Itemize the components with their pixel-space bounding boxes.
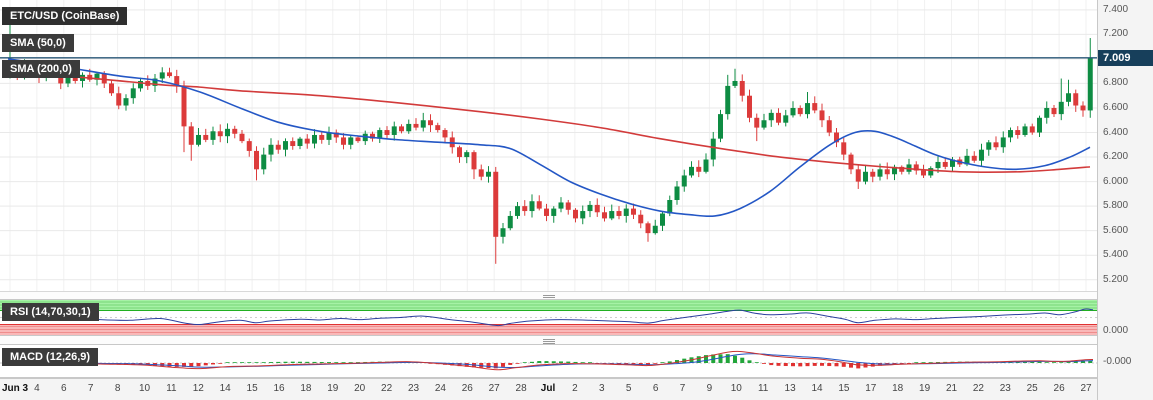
time-axis-label: 27	[1080, 383, 1092, 394]
time-axis-label: 10	[138, 383, 151, 394]
time-axis-label: 13	[784, 383, 796, 394]
grip-line	[543, 343, 555, 344]
grip-line	[543, 297, 555, 298]
time-axis-label: 6	[61, 383, 67, 394]
time-axis-label: 17	[865, 383, 877, 394]
time-axis-label: 14	[811, 383, 823, 394]
price-axis-label: 5.800	[1103, 200, 1129, 212]
price-axis-label: 6.400	[1103, 126, 1129, 138]
time-axis-label: 12	[192, 383, 204, 394]
price-axis-label: 6.600	[1103, 101, 1129, 113]
candlestick-chart-canvas[interactable]	[0, 0, 1097, 291]
time-axis-label: 18	[892, 383, 904, 394]
current-price-badge: 7.009	[1098, 49, 1153, 66]
time-axis-label: Jun 3	[2, 383, 29, 394]
price-axis-label: 5.200	[1103, 273, 1129, 285]
time-axis-label: 4	[34, 383, 40, 394]
grip-line	[543, 295, 555, 296]
time-axis-label: 27	[488, 383, 500, 394]
time-axis[interactable]: Jun 3 4 6 7 8 10 11 12 14 15 16 18 19 20 22 23 24 26 27 28 J…	[0, 378, 1097, 400]
time-axis-label: 11	[757, 383, 769, 394]
time-axis-label: 15	[838, 383, 850, 394]
macd-histogram	[8, 354, 1093, 369]
sma200-line	[7, 72, 1091, 173]
time-axis-label: 10	[730, 383, 742, 394]
rsi-line	[7, 308, 1094, 327]
macd-indicator-badge[interactable]: MACD (12,26,9)	[2, 348, 99, 366]
time-axis-label: 6	[652, 383, 659, 394]
time-axis-label: 23	[999, 383, 1011, 394]
pane-separator[interactable]	[0, 291, 1097, 300]
sma200-indicator-badge[interactable]: SMA (200,0)	[2, 60, 80, 78]
time-axis-label: 9	[706, 383, 713, 394]
macd-axis-label: -0.000	[1103, 356, 1132, 367]
macd-panel[interactable]	[0, 344, 1097, 378]
time-axis-label: 11	[166, 383, 177, 394]
price-axis-label: 7.400	[1103, 3, 1129, 15]
price-axis-label: 6.000	[1103, 175, 1129, 187]
pane-resize-handle-icon[interactable]	[541, 338, 557, 344]
grip-line	[543, 341, 555, 342]
time-axis-label: 3	[599, 383, 605, 394]
price-axis[interactable]: 0.000 -0.000 7.009 7.4007.2007.0006.8006…	[1097, 0, 1153, 400]
time-axis-label: 16	[273, 383, 285, 394]
time-axis-label: 8	[114, 383, 121, 394]
time-axis-label: 7	[87, 383, 94, 394]
macd-chart-canvas[interactable]	[0, 345, 1097, 377]
time-axis-label: 23	[407, 383, 420, 394]
price-axis-label: 6.800	[1103, 77, 1129, 89]
time-axis-label: 18	[300, 383, 312, 394]
price-axis-label: 7.200	[1103, 28, 1129, 40]
price-axis-label: 5.600	[1103, 224, 1129, 236]
time-axis-label: 26	[1053, 383, 1065, 394]
time-axis-label: 20	[354, 383, 366, 394]
macd-signal-line	[7, 353, 1094, 369]
grip-line	[543, 339, 555, 340]
time-axis-label: 19	[919, 383, 931, 394]
main-chart-panel[interactable]	[0, 0, 1097, 291]
time-axis-label: 14	[219, 383, 231, 394]
time-axis-label: 7	[679, 383, 686, 394]
price-axis-label: 6.200	[1103, 151, 1129, 163]
time-axis-label: Jul	[540, 383, 556, 394]
rsi-axis-label: 0.000	[1103, 325, 1129, 336]
time-axis-label: 5	[625, 383, 632, 394]
rsi-chart-canvas[interactable]	[0, 300, 1097, 335]
price-axis-label: 5.400	[1103, 249, 1129, 261]
symbol-badge[interactable]: ETC/USD (CoinBase)	[2, 7, 128, 25]
time-axis-label: 22	[972, 383, 984, 394]
time-axis-label: 26	[461, 383, 473, 394]
time-axis-label: 25	[1026, 383, 1038, 394]
sma50-indicator-badge[interactable]: SMA (50,0)	[2, 34, 74, 52]
pane-separator[interactable]	[0, 336, 1097, 344]
candles-layer	[7, 17, 1093, 264]
sma50-line	[7, 58, 1091, 218]
rsi-indicator-badge[interactable]: RSI (14,70,30,1)	[2, 303, 99, 321]
time-axis-label: 24	[434, 383, 446, 394]
time-axis-label: 2	[572, 383, 578, 394]
grid-layer	[0, 0, 1097, 291]
time-axis-label: 15	[246, 383, 258, 394]
time-axis-label: 21	[945, 383, 958, 394]
time-axis-label: 28	[515, 383, 527, 394]
time-axis-label: 22	[381, 383, 393, 394]
rsi-panel[interactable]	[0, 299, 1097, 336]
time-axis-label: 19	[327, 383, 339, 394]
macd-line	[7, 350, 1094, 371]
